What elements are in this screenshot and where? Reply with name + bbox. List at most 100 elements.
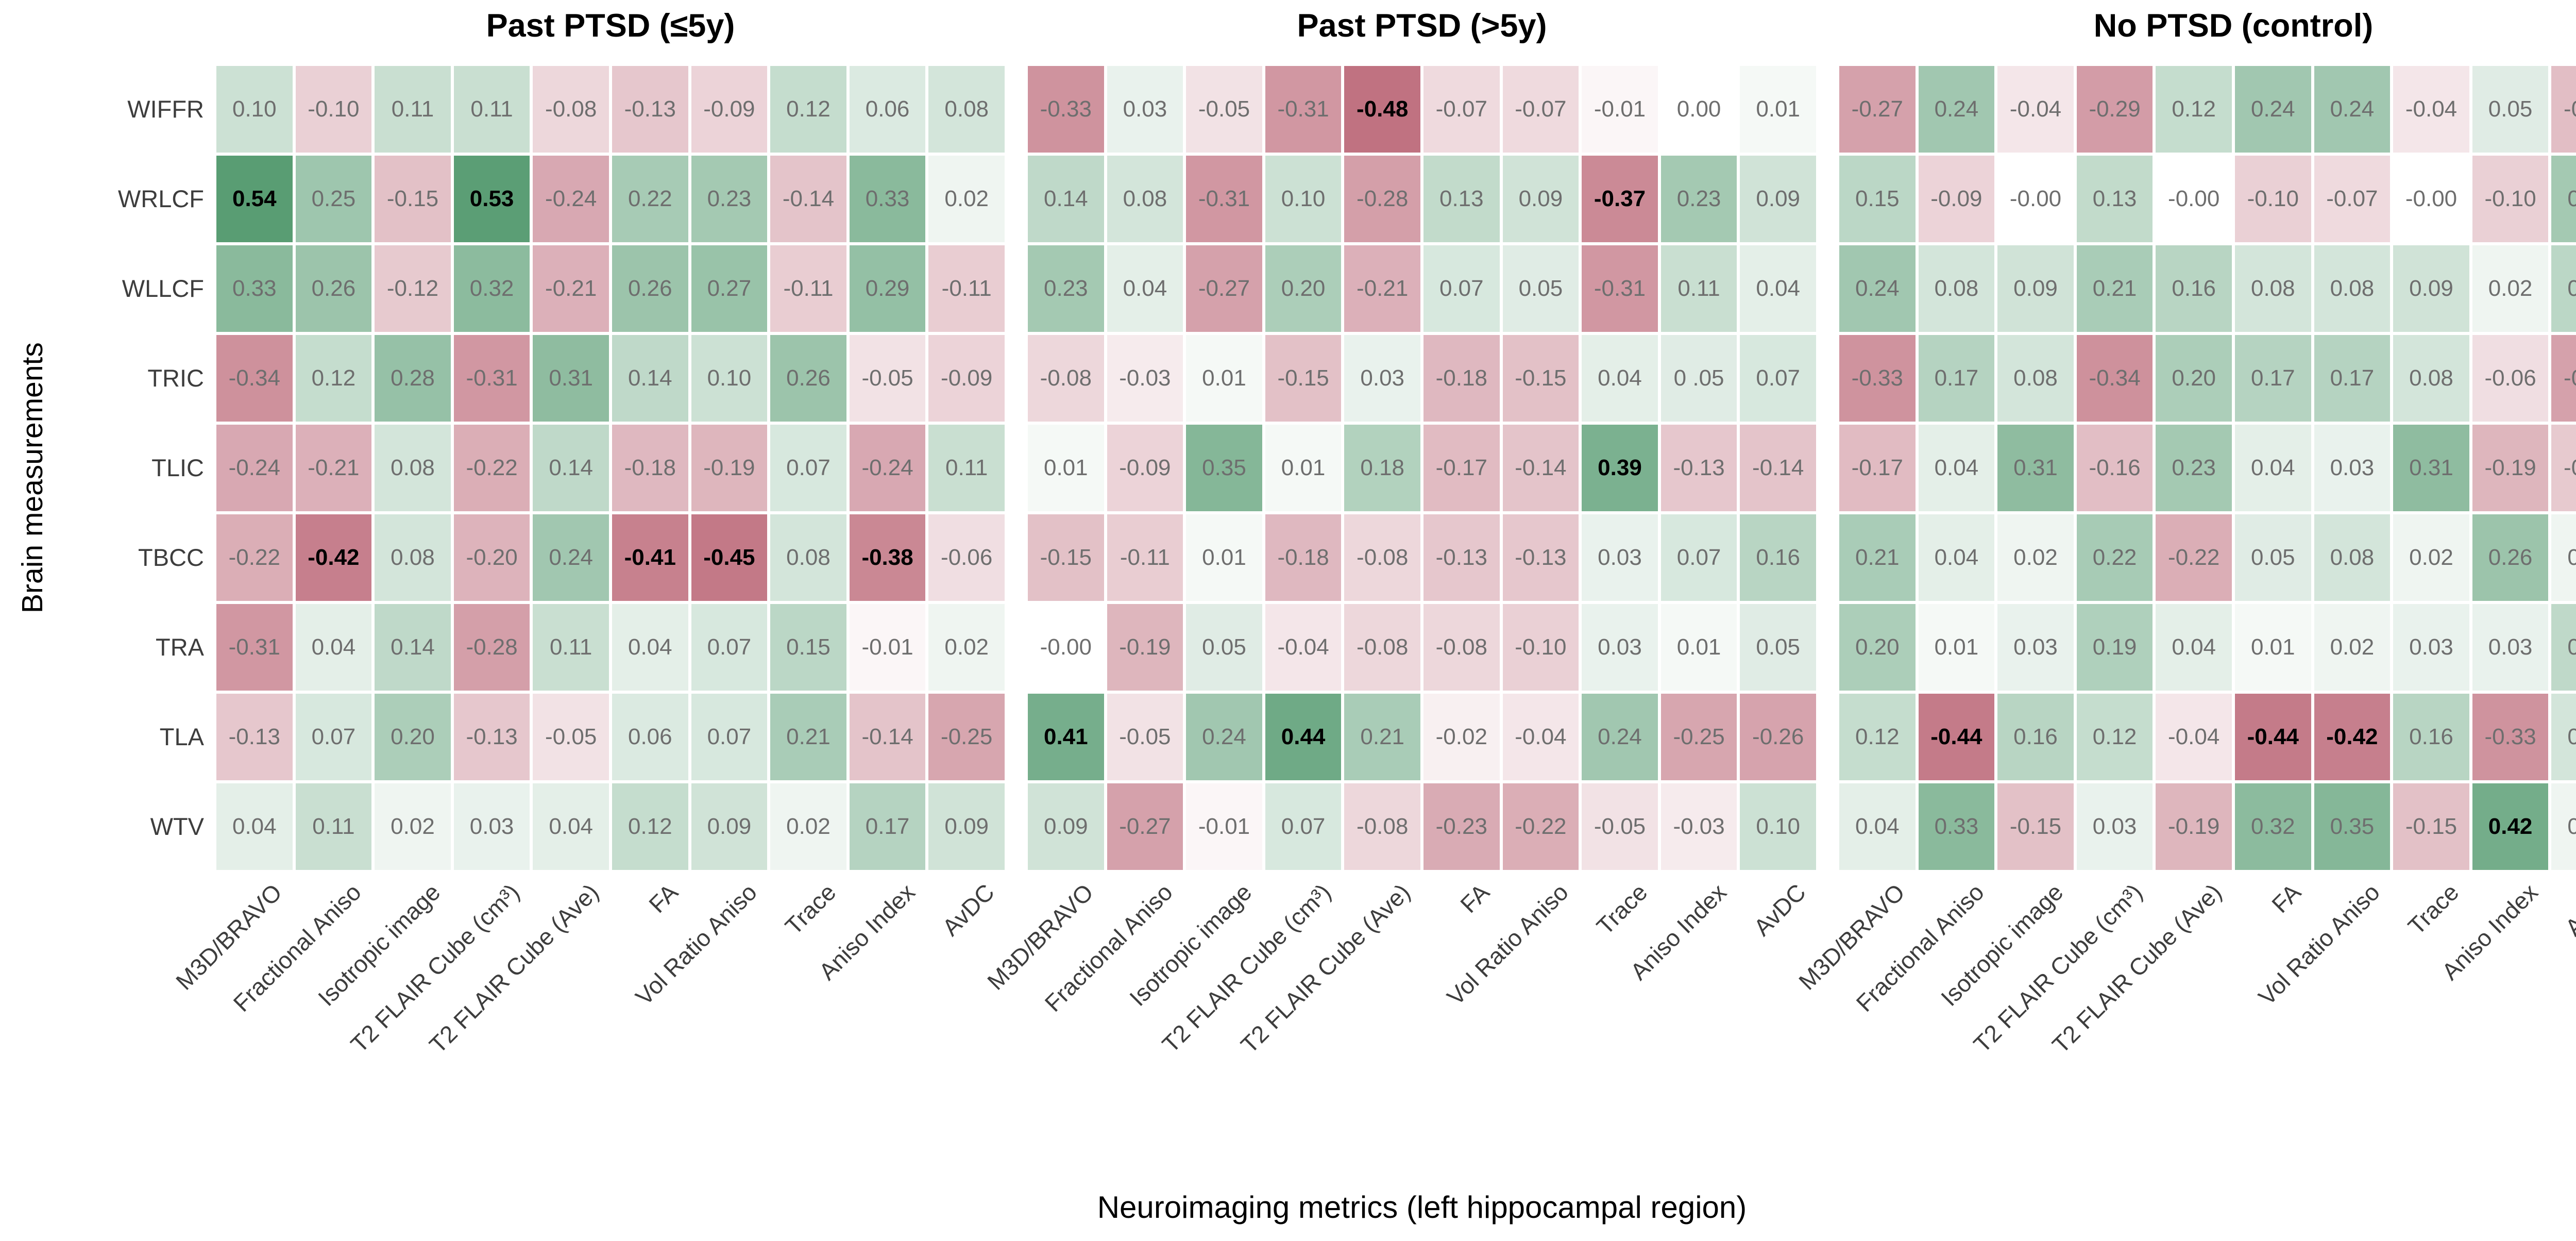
heatmap-cell: -0.02 — [1423, 694, 1500, 780]
heatmap-cell: 0.08 — [928, 66, 1005, 153]
heatmap-cell: -0.05 — [1186, 66, 1262, 153]
heatmap-cell: -0.11 — [770, 245, 846, 332]
heatmap-cell: 0.23 — [1660, 156, 1737, 242]
heatmap-cell: -0.17 — [1423, 425, 1500, 511]
heatmap-cell: 0.04 — [612, 604, 688, 691]
heatmap-cell: 0.15 — [1839, 156, 1916, 242]
heatmap-cell: 0.07 — [691, 604, 768, 691]
heatmap-cell: -0.09 — [1107, 425, 1183, 511]
heatmap-cell: -0.31 — [1265, 66, 1342, 153]
heatmap-cell: -0.08 — [1344, 514, 1420, 601]
heatmap-cell: 0.23 — [691, 156, 768, 242]
heatmap-cell: 0.35 — [1186, 425, 1262, 511]
heatmap-cell: -0.19 — [1107, 604, 1183, 691]
heatmap-cell: 0.24 — [1186, 694, 1262, 780]
heatmap-cell: 0.14 — [612, 335, 688, 422]
heatmap-cell: -0.20 — [453, 514, 530, 601]
heatmap-cell: -0.16 — [2076, 425, 2153, 511]
heatmap-cell: -0.09 — [691, 66, 768, 153]
heatmap-cell: 0.01 — [1186, 335, 1262, 422]
heatmap-cell: -0.07 — [2314, 156, 2391, 242]
heatmap-cell: -0.22 — [216, 514, 293, 601]
heatmap-cell: -0.25 — [1660, 694, 1737, 780]
heatmap-cell: -0.38 — [849, 514, 926, 601]
heatmap-cell: 0.04 — [1839, 783, 1916, 870]
y-tick-label: TRA — [156, 633, 204, 661]
heatmap-cell: -0.27 — [1186, 245, 1262, 332]
heatmap-cell: 0.16 — [2393, 694, 2469, 780]
heatmap-cell: -0.14 — [770, 156, 846, 242]
heatmap-cell: -0.08 — [533, 66, 609, 153]
heatmap-cell: -0.00 — [2393, 156, 2469, 242]
heatmap-cell: -0.09 — [928, 335, 1005, 422]
heatmap-cell: 0.04 — [1918, 425, 1995, 511]
y-tick-label: WTV — [150, 813, 204, 840]
heatmap-cell: 0.01 — [1918, 604, 1995, 691]
x-tick-label: Trace — [1591, 878, 1653, 940]
heatmap-cell: 0.02 — [2472, 245, 2549, 332]
heatmap-cell: -0.12 — [2551, 425, 2576, 511]
heatmap-cell: -0.27 — [1839, 66, 1916, 153]
heatmap-cell: 0.16 — [1997, 694, 2074, 780]
heatmap-cell: -0.10 — [1502, 604, 1579, 691]
x-tick-label: Trace — [2402, 878, 2464, 940]
heatmap-cell: 0.42 — [2472, 783, 2549, 870]
x-axis-tick-labels-panel-3: M3D/BRAVO Fractional Aniso Isotropic image… — [1794, 878, 2576, 1187]
y-tick-label: TBCC — [138, 544, 204, 571]
heatmap-cell: -0.19 — [2472, 425, 2549, 511]
heatmap-cell: 0.04 — [216, 783, 293, 870]
heatmap-cell: 0.20 — [375, 694, 451, 780]
x-tick-label: AvDC — [2560, 878, 2576, 941]
heatmap-cell: -0.01 — [1582, 66, 1658, 153]
heatmap-cell: 0.04 — [533, 783, 609, 870]
heatmap-cell: -0.34 — [216, 335, 293, 422]
heatmap-cell: 0.14 — [2551, 604, 2576, 691]
heatmap-cell: 0.21 — [2076, 245, 2153, 332]
heatmap-cell: 0.05 — [1186, 604, 1262, 691]
heatmap-cell: -0.05 — [1107, 694, 1183, 780]
heatmap-cell: 0.07 — [1740, 335, 1816, 422]
heatmap-cell: 0.41 — [1028, 694, 1104, 780]
heatmap-cell: -0.42 — [2314, 694, 2391, 780]
heatmap-cell: 0.00 — [1660, 66, 1737, 153]
heatmap-cell: 0.07 — [295, 694, 372, 780]
heatmap-cell: -0.05 — [1582, 783, 1658, 870]
heatmap-cell: -0.01 — [849, 604, 926, 691]
heatmap-cell: -0.03 — [1660, 783, 1737, 870]
heatmap-cell: 0.15 — [2551, 245, 2576, 332]
heatmap-cell: 0.01 — [1186, 514, 1262, 601]
heatmap-cell: 0.23 — [2156, 425, 2232, 511]
heatmap-cell: -0.24 — [533, 156, 609, 242]
heatmap-cell: 0.13 — [2076, 156, 2153, 242]
heatmap-cell: 0.33 — [1918, 783, 1995, 870]
heatmap-cell: 0.07 — [1660, 514, 1737, 601]
heatmap-cell: -0.13 — [612, 66, 688, 153]
heatmap-cell: -0.11 — [928, 245, 1005, 332]
heatmap-cell: -0.13 — [1660, 425, 1737, 511]
heatmap-cell: -0.22 — [453, 425, 530, 511]
heatmap-cell: 0.05 — [1502, 245, 1579, 332]
heatmap-cell: 0.04 — [1582, 335, 1658, 422]
heatmap-cell: -0.09 — [1918, 156, 1995, 242]
heatmap-cell: 0.11 — [453, 66, 530, 153]
heatmap-cell: 0.24 — [2314, 66, 2391, 153]
x-tick-label: FA — [1454, 878, 1495, 918]
heatmap-cell: 0.07 — [1423, 245, 1500, 332]
heatmap-cell: 0.08 — [375, 425, 451, 511]
heatmap-cell: -0.33 — [1028, 66, 1104, 153]
heatmap-cell: 0.26 — [770, 335, 846, 422]
y-tick-label: TRIC — [147, 364, 204, 392]
heatmap-cell: 0.28 — [375, 335, 451, 422]
heatmap-cell: 0.24 — [1918, 66, 1995, 153]
heatmap-cell: 0.05 — [1740, 604, 1816, 691]
heatmap-cell: -0.15 — [1265, 335, 1342, 422]
heatmap-cell: -0.24 — [216, 425, 293, 511]
heatmap-cell: -0.18 — [1265, 514, 1342, 601]
heatmap-cell: -0.10 — [2235, 156, 2311, 242]
heatmap-cell: -0.28 — [1344, 156, 1420, 242]
heatmap-cell: 0.24 — [533, 514, 609, 601]
heatmap-cell: 0.03 — [1582, 514, 1658, 601]
heatmap-cell: 0.09 — [928, 783, 1005, 870]
heatmap-cell: 0.27 — [691, 245, 768, 332]
heatmap-cell: -0.13 — [1502, 514, 1579, 601]
